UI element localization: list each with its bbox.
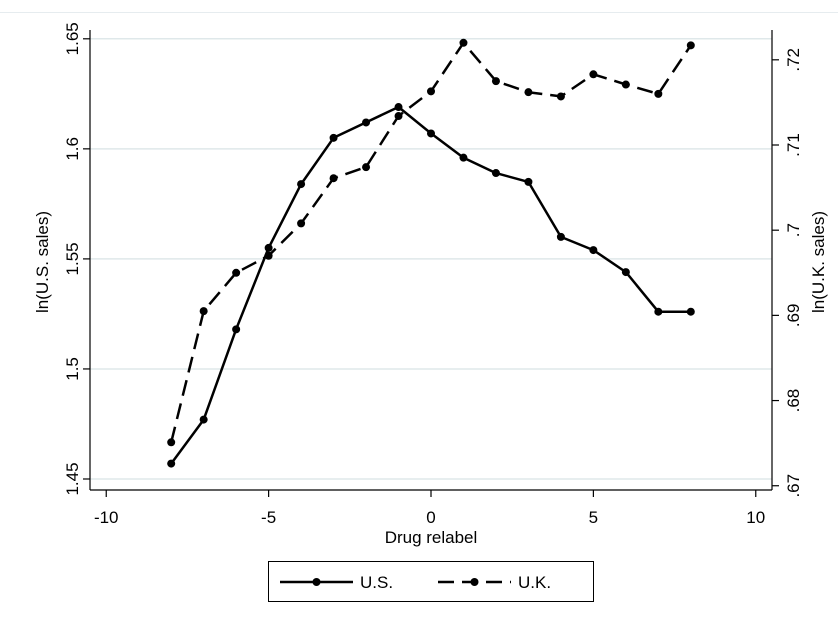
point-uk-2 [232,268,241,277]
point-us-1 [199,415,208,424]
y-right-tick-label-1: .68 [784,389,803,413]
point-us-11 [524,177,533,186]
legend-entry-uk: U.K. [438,573,551,592]
point-uk-8 [427,87,435,96]
x-tick-label-3: 5 [589,508,598,527]
point-us-9 [459,153,468,162]
point-uk-15 [654,89,663,98]
y-right-tick-label-0: .67 [784,474,803,498]
tick-labels: -10 -5 0 5 10 1.45 1.5 1.55 1.6 1.65 .67 .68 .69 .7 .7… [63,22,803,527]
legend-label-uk: U.K. [518,573,551,592]
y-left-tick-label-4: 1.65 [63,22,82,55]
x-tick-label-2: 0 [426,508,435,527]
point-uk-16 [686,41,695,50]
point-uk-3 [264,251,273,260]
legend-entry-us: U.S. [280,573,393,592]
y-right-tick-label-5: .72 [784,48,803,72]
point-us-3 [264,243,273,252]
point-us-15 [654,307,663,316]
point-us-12 [556,232,565,241]
point-uk-4 [297,219,306,228]
legend-label-us: U.S. [360,573,393,592]
x-tick-label-1: -5 [261,508,276,527]
point-us-13 [589,246,598,255]
legend-marker-uk [470,578,479,586]
point-uk-1 [199,307,208,316]
point-us-7 [394,103,403,112]
point-us-5 [329,133,338,142]
legend: U.S. U.K. [268,561,594,602]
point-uk-7 [394,112,403,121]
point-us-4 [297,180,306,189]
x-tick-label-0: -10 [94,508,119,527]
point-us-8 [427,129,435,138]
x-tick-label-4: 10 [746,508,765,527]
y-right-tick-label-3: .7 [784,223,803,237]
point-uk-12 [556,92,565,101]
point-us-10 [491,169,500,178]
point-us-2 [232,325,241,334]
point-uk-10 [491,77,500,86]
point-uk-6 [362,163,371,172]
point-us-16 [686,307,695,316]
point-uk-13 [589,70,598,79]
gridlines [90,38,772,480]
y-left-tick-label-3: 1.6 [63,137,82,161]
y-right-axis-title: ln(U.K. sales) [809,211,828,313]
point-us-14 [621,268,630,277]
y-left-tick-label-2: 1.55 [63,242,82,275]
point-uk-5 [329,174,338,183]
y-left-tick-label-1: 1.5 [63,357,82,381]
point-uk-14 [621,80,630,89]
y-right-tick-label-4: .71 [784,133,803,157]
point-uk-11 [524,88,533,97]
x-axis-title: Drug relabel [385,528,478,547]
series-layer [167,38,695,468]
point-uk-9 [459,38,468,47]
y-left-tick-label-0: 1.45 [63,462,82,495]
point-us-6 [362,118,371,127]
y-right-tick-label-2: .69 [784,304,803,328]
point-uk-0 [167,438,176,447]
point-us-0 [167,459,176,468]
legend-marker-us [312,578,321,586]
y-left-axis-title: ln(U.S. sales) [33,211,52,313]
axes [83,30,779,497]
